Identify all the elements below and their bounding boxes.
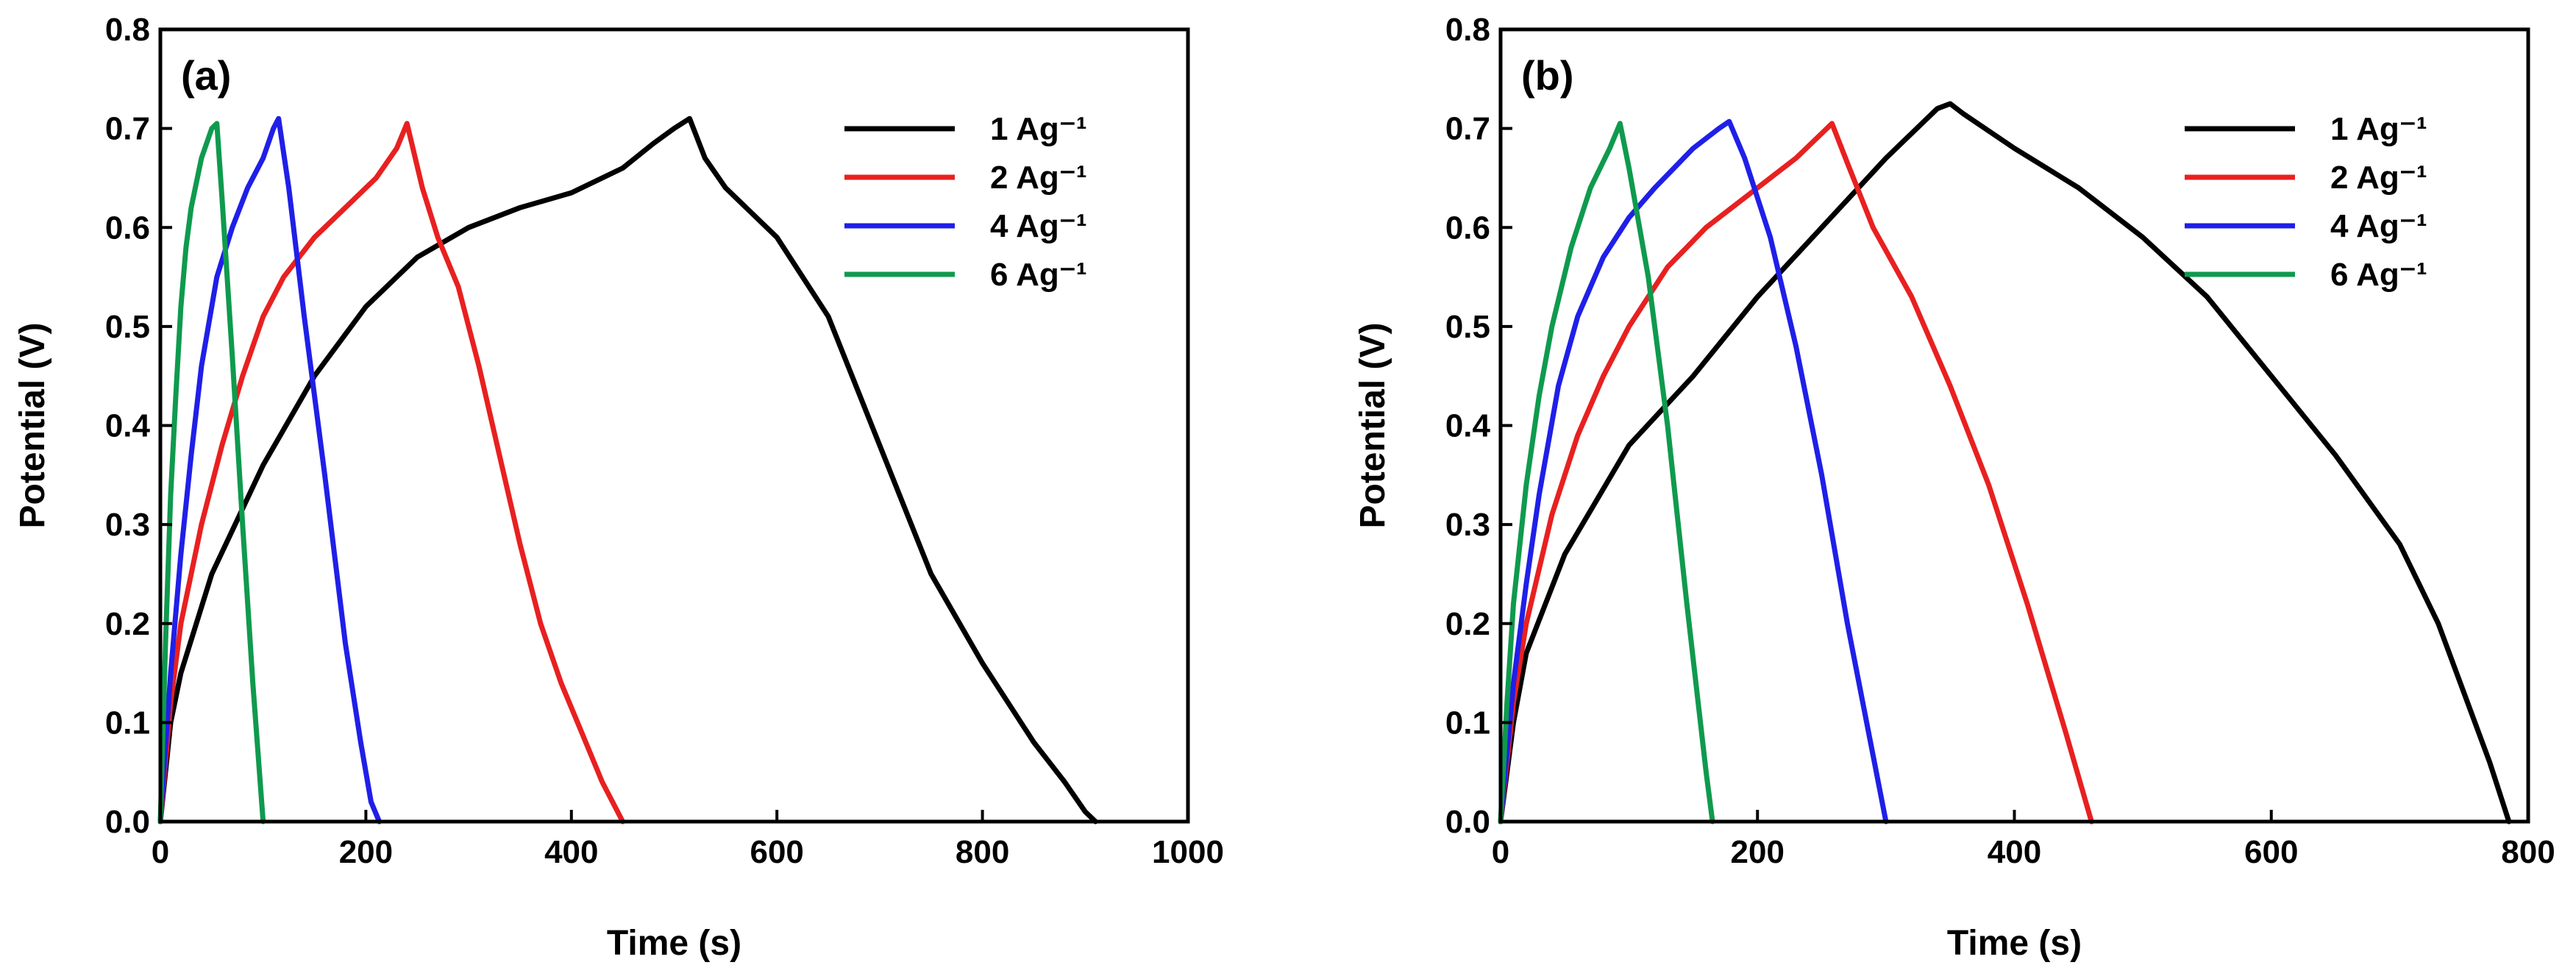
- y-tick-label: 0.3: [105, 507, 150, 543]
- series-line-6Ag: [1498, 121, 1715, 825]
- series-line-2Ag: [157, 121, 626, 825]
- y-tick-label: 0.2: [105, 606, 150, 642]
- x-tick-label: 0: [1492, 834, 1509, 870]
- x-axis-title: Time (s): [1947, 924, 2082, 963]
- y-tick-label: 0.5: [105, 309, 150, 345]
- y-tick-label: 0.4: [1445, 408, 1491, 444]
- y-tick-label: 0.1: [105, 705, 150, 741]
- legend-label: 6 Ag⁻¹: [990, 257, 1087, 293]
- x-axis-title: Time (s): [607, 924, 741, 963]
- series-line-4Ag: [157, 115, 383, 825]
- legend-label: 4 Ag⁻¹: [2330, 208, 2427, 244]
- y-axis-title: Potential (V): [13, 322, 52, 528]
- x-tick-label: 400: [544, 834, 598, 870]
- y-tick-label: 0.2: [1445, 606, 1490, 642]
- chart-panel-b: 0 200 400 600 800 0.0 0.1 0.2 0.3 0.4 0.5 0.6 0.7 0.8…: [1353, 12, 2555, 963]
- legend-label: 4 Ag⁻¹: [990, 208, 1087, 244]
- x-tick-label: 400: [1988, 834, 2041, 870]
- y-tick-label: 0.0: [105, 804, 150, 840]
- x-tick-label: 600: [2244, 834, 2298, 870]
- y-tick-label: 0.8: [105, 12, 150, 48]
- y-tick-label: 0.8: [1445, 12, 1490, 48]
- legend-label: 1 Ag⁻¹: [2330, 111, 2427, 147]
- panel-label: (b): [1521, 52, 1574, 99]
- y-tick-label: 0.0: [1445, 804, 1490, 840]
- x-tick-label: 600: [750, 834, 803, 870]
- chart-panel-a: 0 200 400 600 800 1000 0.0 0.1 0.2 0.3 0.4 0.5 0.6 0.…: [13, 12, 1224, 963]
- x-tick-label: 800: [956, 834, 1009, 870]
- series-line-6Ag: [157, 121, 266, 825]
- x-tick-label: 800: [2501, 834, 2555, 870]
- x-tick-label: 0: [152, 834, 169, 870]
- x-tick-label: 200: [339, 834, 393, 870]
- y-tick-label: 0.3: [1445, 507, 1490, 543]
- y-tick-label: 0.1: [1445, 705, 1490, 741]
- y-tick-label: 0.5: [1445, 309, 1490, 345]
- y-tick-label: 0.6: [105, 210, 150, 246]
- legend-label: 2 Ag⁻¹: [990, 160, 1087, 196]
- y-tick-label: 0.7: [1445, 111, 1490, 147]
- y-tick-label: 0.6: [1445, 210, 1490, 246]
- panel-label: (a): [181, 52, 231, 99]
- legend-label: 1 Ag⁻¹: [990, 111, 1087, 147]
- series-line-2Ag: [1498, 121, 2094, 825]
- x-tick-label: 200: [1731, 834, 1785, 870]
- y-tick-label: 0.7: [105, 111, 150, 147]
- y-tick-label: 0.4: [105, 408, 151, 444]
- legend-label: 6 Ag⁻¹: [2330, 257, 2427, 293]
- series-line-1Ag: [1498, 101, 2512, 825]
- series-line-4Ag: [1498, 118, 1889, 825]
- series-line-1Ag: [157, 115, 1098, 825]
- y-axis-title: Potential (V): [1353, 322, 1392, 528]
- x-tick-label: 1000: [1152, 834, 1224, 870]
- legend-label: 2 Ag⁻¹: [2330, 160, 2427, 196]
